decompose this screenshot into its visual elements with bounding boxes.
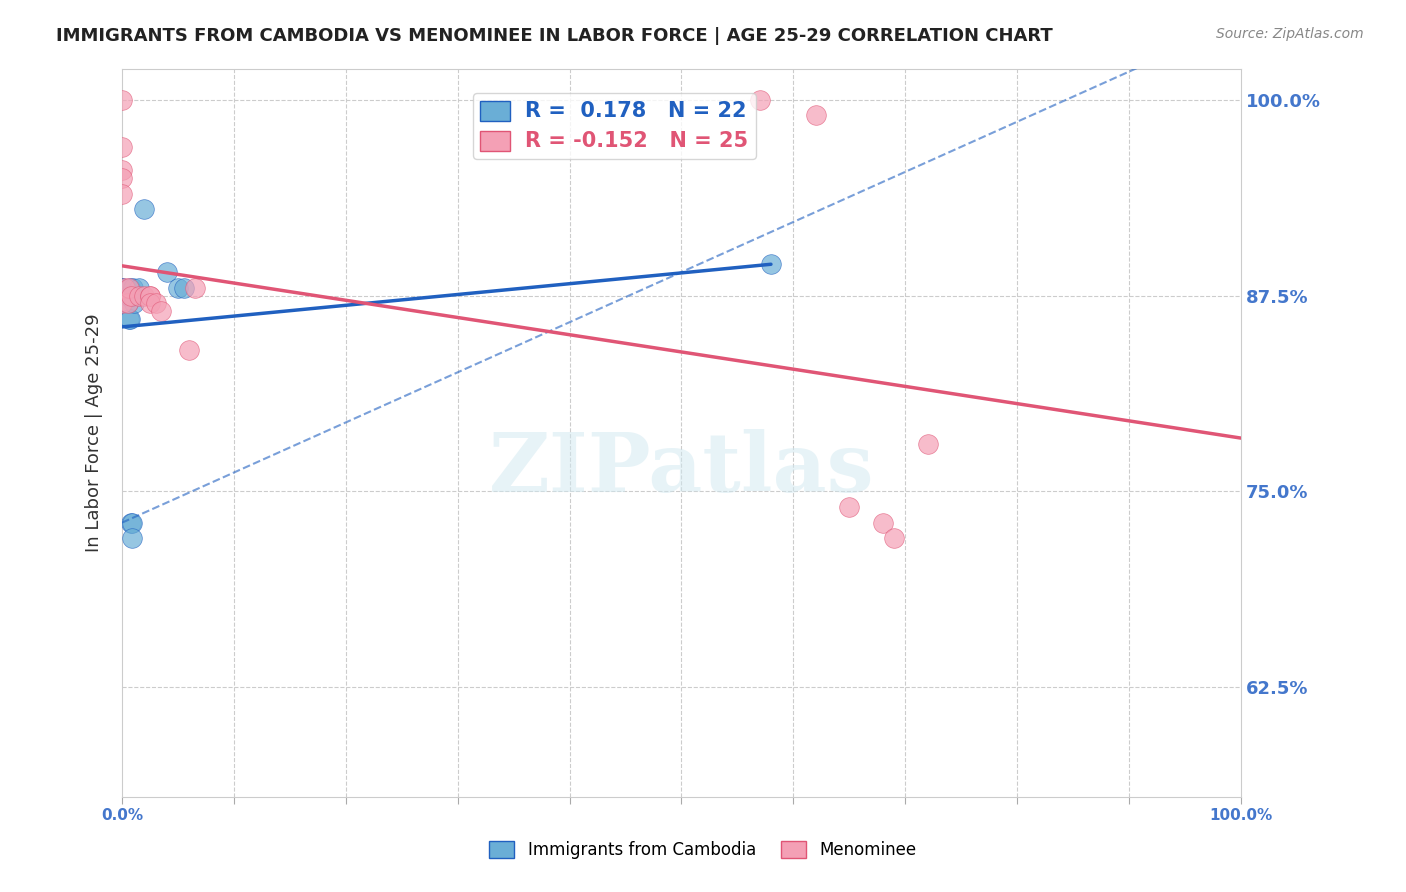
Point <box>117 296 139 310</box>
Point <box>134 288 156 302</box>
Point <box>111 281 134 295</box>
Point <box>111 93 134 107</box>
Point <box>145 296 167 310</box>
Point <box>748 93 770 107</box>
Point <box>139 288 162 302</box>
Point <box>128 281 150 295</box>
Point <box>128 288 150 302</box>
Point <box>111 186 134 201</box>
Point <box>114 281 136 295</box>
Point <box>838 500 860 514</box>
Y-axis label: In Labor Force | Age 25-29: In Labor Force | Age 25-29 <box>86 313 103 552</box>
Point <box>122 281 145 295</box>
Point <box>134 202 156 217</box>
Point <box>117 288 139 302</box>
Point <box>121 531 143 545</box>
Point <box>804 108 827 122</box>
Point <box>111 163 134 178</box>
Point <box>118 281 141 295</box>
Point <box>121 516 143 530</box>
Point <box>139 288 162 302</box>
Point <box>118 312 141 326</box>
Point <box>150 304 173 318</box>
Point <box>156 265 179 279</box>
Point <box>124 296 146 310</box>
Point <box>759 257 782 271</box>
Point <box>120 516 142 530</box>
Point <box>120 288 142 302</box>
Legend: R =  0.178   N = 22, R = -0.152   N = 25: R = 0.178 N = 22, R = -0.152 N = 25 <box>472 93 756 159</box>
Point <box>118 312 141 326</box>
Point <box>118 288 141 302</box>
Point <box>184 281 207 295</box>
Point <box>179 343 201 358</box>
Point <box>111 296 134 310</box>
Text: ZIPatlas: ZIPatlas <box>489 429 875 509</box>
Point <box>167 281 190 295</box>
Text: Source: ZipAtlas.com: Source: ZipAtlas.com <box>1216 27 1364 41</box>
Point <box>122 288 145 302</box>
Point <box>120 288 142 302</box>
Text: IMMIGRANTS FROM CAMBODIA VS MENOMINEE IN LABOR FORCE | AGE 25-29 CORRELATION CHA: IMMIGRANTS FROM CAMBODIA VS MENOMINEE IN… <box>56 27 1053 45</box>
Point <box>872 516 894 530</box>
Point <box>173 281 195 295</box>
Point <box>111 140 134 154</box>
Point <box>883 531 905 545</box>
Point <box>111 171 134 186</box>
Legend: Immigrants from Cambodia, Menominee: Immigrants from Cambodia, Menominee <box>482 834 924 866</box>
Point <box>111 281 134 295</box>
Point <box>118 281 141 295</box>
Point <box>139 296 162 310</box>
Point <box>917 437 939 451</box>
Point <box>117 288 139 302</box>
Point <box>117 296 139 310</box>
